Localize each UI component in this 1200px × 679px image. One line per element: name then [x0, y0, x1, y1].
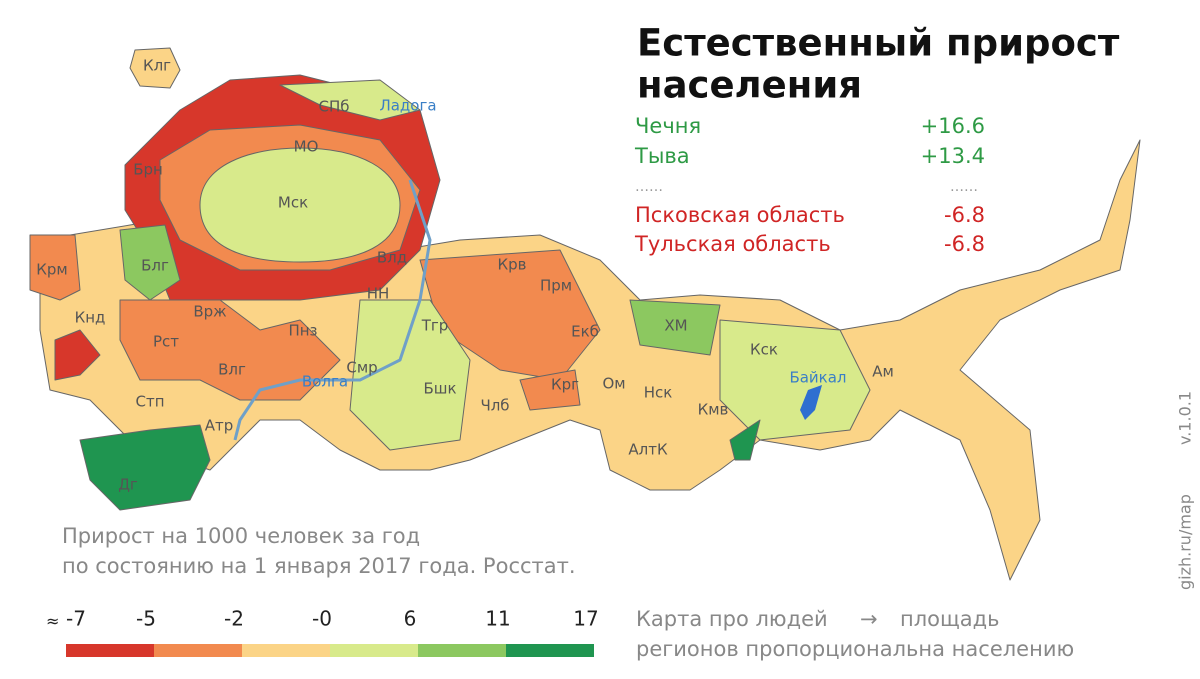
region-label: Дг — [118, 476, 138, 494]
arrow: → — [860, 607, 878, 631]
ellipsis: …… — [635, 179, 663, 195]
tagline: Карта про людей → площадь регионов пропо… — [636, 607, 1074, 661]
region-label: АлтК — [628, 441, 668, 459]
region-label: Влг — [218, 361, 246, 379]
ellipsis: …… — [950, 179, 978, 195]
water-label: Ладога — [379, 97, 436, 115]
legend-prefix: ≈ — [46, 612, 59, 631]
region-label: Блг — [141, 257, 169, 275]
note: Прирост на 1000 человек за год по состоян… — [62, 524, 576, 578]
map-shapes — [29, 47, 1141, 581]
region-label: Крм — [36, 261, 68, 279]
tagline-text: Карта про людей — [636, 607, 828, 631]
tagline-text: площадь — [900, 607, 1000, 631]
legend-swatch — [66, 644, 154, 657]
region-label: Пнз — [288, 322, 317, 340]
region-label: Влд — [377, 249, 407, 267]
region-label: Нск — [644, 384, 673, 402]
note-line: по состоянию на 1 января 2017 года. Росс… — [62, 554, 576, 578]
water-label: Волга — [302, 373, 348, 391]
region-label: Ам — [872, 363, 894, 381]
site: gizh.ru/map — [1176, 494, 1195, 590]
note-line: Прирост на 1000 человек за год — [62, 524, 420, 548]
region-label: Клг — [143, 57, 171, 75]
region-label: Кмв — [698, 401, 729, 419]
legend-tick: 11 — [485, 607, 510, 631]
region-shape — [129, 47, 181, 89]
region-label: Кнд — [75, 309, 106, 327]
region-value: +16.6 — [921, 114, 985, 138]
region-label: СПб — [318, 98, 349, 116]
title-line: населения — [637, 64, 862, 107]
region-label: Врж — [193, 303, 226, 321]
region-shape — [79, 424, 211, 511]
legend-tick: -5 — [136, 607, 156, 631]
lake — [800, 385, 822, 420]
region-label: Смр — [346, 359, 377, 377]
region-value: -6.8 — [944, 232, 985, 256]
region-label: Крг — [551, 376, 579, 394]
water-label: Байкал — [789, 369, 846, 387]
region-name: Чечня — [635, 114, 701, 138]
region-shape — [629, 299, 721, 356]
legend-swatch — [418, 644, 506, 657]
legend-swatch — [330, 644, 418, 657]
legend-swatch — [242, 644, 330, 657]
region-label: ХМ — [664, 317, 687, 335]
legend-tick: -7 — [66, 607, 86, 631]
region-value: +13.4 — [921, 144, 985, 168]
title-line: Естественный прирост — [637, 22, 1120, 65]
region-shape — [119, 299, 341, 401]
legend-swatch — [154, 644, 242, 657]
legend-tick: 17 — [573, 607, 598, 631]
region-name: Псковская область — [635, 203, 845, 227]
region-shape — [719, 319, 871, 441]
tagline-text: регионов пропорциональна населению — [636, 637, 1074, 661]
region-shape — [119, 224, 181, 301]
legend-swatch — [506, 644, 594, 657]
region-label: Мск — [278, 194, 308, 212]
region-label: Члб — [480, 397, 509, 415]
region-label: Ом — [602, 375, 625, 393]
region-name: Тульская область — [634, 232, 831, 256]
region-label: Стп — [135, 393, 164, 411]
region-label: Прм — [540, 277, 572, 295]
region-shape — [349, 299, 471, 451]
legend-tick: -0 — [312, 607, 332, 631]
region-label: Тгр — [421, 317, 449, 335]
region-shape — [279, 79, 421, 121]
legend-tick: 6 — [404, 607, 417, 631]
region-label: Рст — [153, 333, 179, 351]
region-shape — [29, 234, 81, 301]
region-label: НН — [367, 285, 390, 303]
region-shape — [519, 369, 581, 411]
region-label: Брн — [133, 161, 163, 179]
region-name: Тыва — [634, 144, 690, 168]
region-label: Бшк — [423, 380, 456, 398]
region-shape — [199, 147, 401, 263]
region-label: Атр — [205, 417, 234, 435]
region-label: Крв — [497, 256, 526, 274]
extremes-list: Чечня +16.6 Тыва +13.4 Псковская область -6.8… — [634, 114, 985, 256]
region-value: -6.8 — [944, 203, 985, 227]
region-shape — [54, 329, 101, 381]
legend-tick: -2 — [224, 607, 244, 631]
region-labels: Клг СПб Ладога МО Брн Мск Крм Блг Влд Крв НН Прм Кнд… — [36, 57, 894, 494]
version: v.1.0.1 — [1176, 391, 1195, 445]
region-label: МО — [294, 138, 319, 156]
region-shape — [729, 419, 761, 461]
legend: ≈ -7 -5 -2 -0 6 11 17 — [46, 607, 599, 657]
region-label: Екб — [571, 323, 599, 341]
region-label: Кск — [750, 341, 778, 359]
river — [233, 179, 432, 441]
